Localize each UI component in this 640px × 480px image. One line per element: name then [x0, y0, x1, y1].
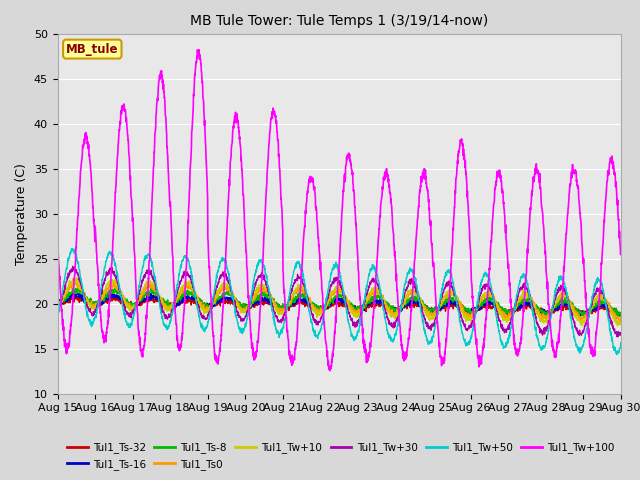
Tul1_Tw+10	[368, 288, 376, 293]
Tul1_Tw+50	[568, 316, 575, 322]
Tul1_Ts-8	[356, 305, 364, 311]
Tul1_Tw+30	[568, 309, 575, 314]
Tul1_Ts0	[356, 308, 364, 314]
Tul1_Tw+50	[613, 352, 621, 358]
Tul1_Tw+10	[568, 302, 575, 308]
Legend: Tul1_Ts-32, Tul1_Ts-16, Tul1_Ts-8, Tul1_Ts0, Tul1_Tw+10, Tul1_Tw+30, Tul1_Tw+50,: Tul1_Ts-32, Tul1_Ts-16, Tul1_Ts-8, Tul1_…	[63, 438, 619, 474]
Tul1_Tw+100	[211, 355, 219, 361]
Tul1_Tw+100	[504, 250, 511, 256]
Line: Tul1_Tw+10: Tul1_Tw+10	[58, 277, 621, 326]
Tul1_Ts-8	[617, 313, 625, 319]
Tul1_Tw+10	[614, 323, 621, 329]
Tul1_Ts-32	[616, 313, 623, 319]
Line: Tul1_Tw+50: Tul1_Tw+50	[58, 249, 621, 355]
Title: MB Tule Tower: Tule Temps 1 (3/19/14-now): MB Tule Tower: Tule Temps 1 (3/19/14-now…	[190, 14, 488, 28]
Tul1_Ts0	[568, 302, 575, 308]
Tul1_Ts0	[211, 297, 219, 302]
Tul1_Ts-32	[110, 293, 118, 299]
Tul1_Ts0	[368, 289, 376, 295]
Line: Tul1_Tw+100: Tul1_Tw+100	[58, 50, 621, 371]
Tul1_Ts-16	[583, 310, 591, 316]
Tul1_Tw+50	[68, 246, 76, 252]
Tul1_Ts0	[71, 279, 79, 285]
Tul1_Ts-8	[69, 285, 77, 290]
Tul1_Ts-16	[356, 308, 364, 313]
Tul1_Tw+30	[356, 316, 364, 322]
Tul1_Ts-32	[617, 311, 625, 317]
Tul1_Ts-16	[68, 290, 76, 296]
Tul1_Ts-8	[368, 299, 376, 305]
Tul1_Tw+10	[617, 319, 625, 325]
Tul1_Tw+100	[568, 169, 575, 175]
Tul1_Ts-16	[617, 311, 625, 317]
Tul1_Ts-32	[54, 302, 61, 308]
Tul1_Tw+10	[356, 313, 364, 319]
Tul1_Ts0	[616, 319, 623, 325]
Tul1_Tw+100	[356, 297, 364, 303]
Tul1_Ts-16	[580, 313, 588, 319]
Tul1_Tw+100	[195, 47, 203, 53]
Tul1_Ts0	[503, 312, 511, 318]
Tul1_Ts-32	[211, 302, 219, 308]
Tul1_Ts-16	[568, 306, 575, 312]
Tul1_Tw+30	[368, 277, 376, 283]
Tul1_Ts-8	[54, 300, 61, 306]
Tul1_Tw+10	[54, 303, 61, 309]
Tul1_Ts-8	[583, 310, 591, 315]
Tul1_Tw+10	[503, 316, 511, 322]
Tul1_Tw+100	[583, 312, 591, 317]
Tul1_Ts-16	[54, 300, 61, 305]
Tul1_Tw+100	[369, 326, 376, 332]
Tul1_Ts0	[583, 312, 591, 318]
Line: Tul1_Ts-32: Tul1_Ts-32	[58, 296, 621, 316]
Tul1_Tw+50	[617, 339, 625, 345]
Tul1_Tw+30	[211, 291, 219, 297]
Tul1_Ts-32	[583, 312, 591, 318]
Tul1_Tw+10	[583, 314, 591, 320]
Text: MB_tule: MB_tule	[66, 43, 118, 56]
Tul1_Tw+10	[211, 295, 219, 301]
Tul1_Ts-32	[368, 301, 376, 307]
Tul1_Ts-32	[568, 310, 575, 315]
Tul1_Tw+100	[617, 252, 625, 257]
Line: Tul1_Ts-16: Tul1_Ts-16	[58, 293, 621, 316]
Tul1_Ts-16	[503, 310, 511, 315]
Tul1_Tw+10	[73, 275, 81, 280]
Tul1_Tw+30	[503, 326, 511, 332]
Tul1_Tw+30	[614, 334, 622, 339]
Tul1_Tw+50	[368, 265, 376, 271]
Tul1_Ts-8	[503, 310, 511, 315]
Y-axis label: Temperature (C): Temperature (C)	[15, 163, 28, 264]
Tul1_Tw+50	[583, 326, 591, 332]
Line: Tul1_Ts-8: Tul1_Ts-8	[58, 288, 621, 316]
Line: Tul1_Ts0: Tul1_Ts0	[58, 282, 621, 322]
Tul1_Tw+30	[69, 264, 77, 269]
Tul1_Ts-16	[368, 298, 376, 304]
Tul1_Tw+100	[326, 368, 334, 373]
Tul1_Ts0	[54, 303, 61, 309]
Tul1_Tw+50	[356, 322, 364, 327]
Tul1_Tw+50	[211, 284, 219, 289]
Tul1_Tw+50	[503, 341, 511, 347]
Line: Tul1_Tw+30: Tul1_Tw+30	[58, 266, 621, 336]
Tul1_Ts-16	[211, 300, 219, 306]
Tul1_Tw+30	[617, 330, 625, 336]
Tul1_Tw+50	[54, 312, 61, 318]
Tul1_Ts-32	[356, 307, 364, 312]
Tul1_Ts0	[617, 317, 625, 323]
Tul1_Tw+100	[54, 235, 61, 241]
Tul1_Tw+30	[583, 320, 591, 325]
Tul1_Tw+30	[54, 306, 61, 312]
Tul1_Ts-8	[211, 296, 219, 302]
Tul1_Ts-32	[503, 309, 511, 314]
Tul1_Ts-8	[568, 302, 575, 308]
